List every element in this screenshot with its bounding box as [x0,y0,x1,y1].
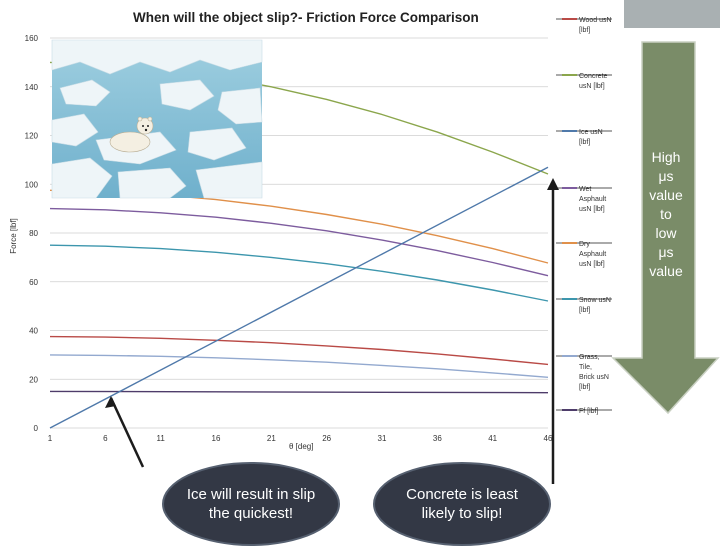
y-tick-label: 80 [29,229,38,238]
x-tick-label: 46 [544,434,553,443]
series-line-grass [49,354,549,378]
legend-label: Ff [lbf] [579,408,599,415]
legend-label: Dry Asphault usN [lbf] [579,241,606,268]
y-tick-label: 140 [25,83,39,92]
series-line-snow [49,244,549,302]
y-tick-label: 120 [25,132,39,141]
y-tick-label: 160 [25,34,39,43]
ice-callout-arrowhead-icon [105,396,116,408]
legend-label: Wet Asphault usN [lbf] [579,186,606,213]
x-tick-label: 41 [488,434,497,443]
legend-label: Ice usN [lbf] [579,129,603,146]
legend-label: Concrete usN [lbf] [579,73,608,90]
concrete-callout-bubble: Concrete is least likely to slip! [373,462,551,546]
y-tick-label: 40 [29,327,38,336]
concrete-callout-arrowhead-icon [547,178,559,190]
arrow-note-line: value [649,263,683,279]
y-tick-label: 100 [25,180,39,189]
legend-label: Snow usN [lbf] [579,297,611,314]
legend-label: Wood usN [lbf] [579,17,612,34]
x-tick-label: 21 [267,434,276,443]
x-axis-label: θ [deg] [289,442,313,451]
arrow-note-line: μs [658,168,674,184]
y-axis-label: Force [lbf] [9,218,18,254]
y-tick-label: 60 [29,278,38,287]
chart-title: When will the object slip?- Friction For… [133,10,479,25]
arrow-note-line: μs [658,244,674,260]
x-tick-label: 6 [103,434,108,443]
x-tick-label: 31 [378,434,387,443]
high-to-low-arrow-icon [611,41,720,415]
x-tick-label: 26 [322,434,331,443]
series-line-ff [49,166,549,429]
x-tick-label: 11 [157,434,166,443]
arrow-note-line: to [660,206,672,222]
series-line-wet_asphalt [49,207,549,277]
y-tick-label: 0 [34,424,39,433]
x-tick-label: 1 [48,434,53,443]
x-tick-label: 16 [212,434,221,443]
series-line-wood [49,335,549,366]
corner-tab [624,0,720,28]
x-tick-label: 36 [433,434,442,443]
arrow-note-line: low [655,225,677,241]
arrow-note: High μs value to low μs value [640,148,692,281]
ice-callout-pointer [109,397,145,468]
arrow-note-line: High [651,149,681,165]
concrete-callout-text: Concrete is least likely to slip! [406,486,518,522]
series-line-ice [49,390,549,394]
y-tick-label: 20 [29,375,38,384]
ice-callout-text: Ice will result in slip the quickest! [186,486,316,522]
arrow-note-line: value [649,187,683,203]
legend-label: Grass, Tile, Brick usN [lbf] [579,354,609,391]
polar-bear-photo [51,39,263,199]
ice-callout-bubble: Ice will result in slip the quickest! [162,462,340,546]
